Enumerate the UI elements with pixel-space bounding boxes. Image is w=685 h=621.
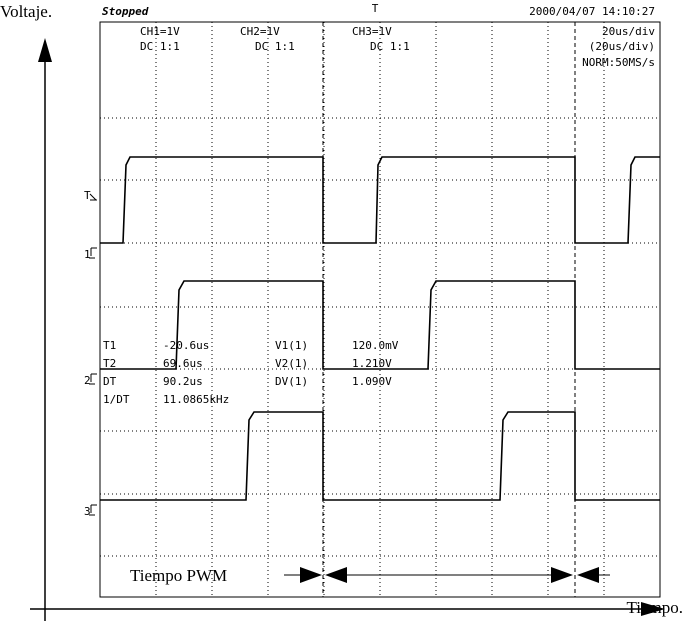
ch-coupling: DC 1:1 bbox=[255, 40, 295, 53]
status: Stopped bbox=[102, 5, 149, 18]
timebase: NORM:50MS/s bbox=[582, 56, 655, 69]
measurement-cell: V1(1) bbox=[275, 339, 308, 352]
trigger-marker: T bbox=[84, 189, 91, 202]
ch-marker: 2 bbox=[84, 374, 91, 387]
datetime: 2000/04/07 14:10:27 bbox=[529, 5, 655, 18]
x-arrow bbox=[641, 602, 665, 616]
measurement-cell: 11.0865kHz bbox=[163, 393, 229, 406]
ch-marker: 3 bbox=[84, 505, 91, 518]
ch-scale: CH1=1V bbox=[140, 25, 180, 38]
trigger-top: T bbox=[372, 2, 379, 15]
arrowhead bbox=[577, 567, 599, 583]
measurement-cell: 69.6us bbox=[163, 357, 203, 370]
measurement-cell: -20.6us bbox=[163, 339, 209, 352]
x-label: Tiempo. bbox=[626, 598, 683, 617]
arrowhead bbox=[325, 567, 347, 583]
annotation: Tiempo PWM bbox=[130, 566, 227, 585]
measurement-cell: 1/DT bbox=[103, 393, 130, 406]
arrowhead bbox=[300, 567, 322, 583]
y-arrow bbox=[38, 38, 52, 62]
measurement-cell: 1.090V bbox=[352, 375, 392, 388]
measurement-cell: DT bbox=[103, 375, 117, 388]
arrowhead bbox=[551, 567, 573, 583]
measurement-cell: 120.0mV bbox=[352, 339, 399, 352]
measurement-cell: 1.210V bbox=[352, 357, 392, 370]
measurement-cell: DV(1) bbox=[275, 375, 308, 388]
measurements: T1 -20.6us V1(1) 120.0mV T2 69.6us V2(1) 1.210V… bbox=[103, 339, 399, 406]
measurement-cell: T2 bbox=[103, 357, 116, 370]
measurement-cell: 90.2us bbox=[163, 375, 203, 388]
measurement-cell: V2(1) bbox=[275, 357, 308, 370]
waveform-ch1 bbox=[100, 156, 660, 244]
ground-symbols bbox=[89, 193, 97, 516]
waveform-ch3 bbox=[100, 411, 660, 501]
ch-coupling: DC 1:1 bbox=[140, 40, 180, 53]
timebase: 20us/div bbox=[602, 25, 655, 38]
ch-scale: CH3=1V bbox=[352, 25, 392, 38]
timebase: (20us/div) bbox=[589, 40, 655, 53]
ch-coupling: DC 1:1 bbox=[370, 40, 410, 53]
measurement-cell: T1 bbox=[103, 339, 116, 352]
ch-marker: 1 bbox=[84, 248, 91, 261]
ch-scale: CH2=1V bbox=[240, 25, 280, 38]
y-label: Voltaje. bbox=[0, 2, 52, 21]
waveform-ch2 bbox=[100, 280, 660, 370]
